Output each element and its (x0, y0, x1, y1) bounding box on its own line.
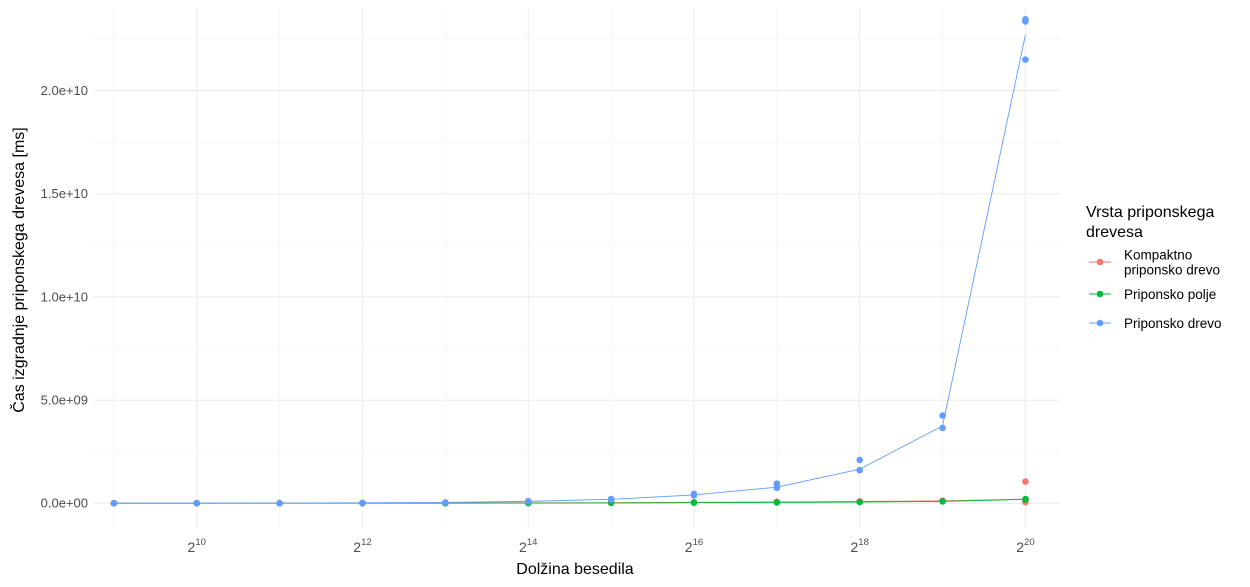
x-tick-label: 216 (685, 537, 703, 555)
series-lines (113, 34, 1026, 504)
data-point-series-2 (856, 466, 864, 474)
x-tick-label: 220 (1016, 537, 1034, 555)
data-point-series-2 (442, 499, 449, 506)
data-point-series-2 (773, 480, 781, 487)
x-tick-label: 210 (188, 537, 206, 555)
y-axis-ticks: 0.0e+00 5.0e+09 1.0e+10 1.5e+10 2.0e+10 (41, 83, 88, 511)
data-point-series-1 (939, 498, 946, 505)
grid (93, 8, 1060, 528)
data-point-series-2 (110, 499, 118, 507)
legend-key-point (1096, 290, 1104, 298)
data-point-series-2 (359, 499, 366, 507)
y-tick-label: 0.0e+00 (41, 496, 88, 511)
data-point-series-2 (1022, 18, 1029, 25)
legend-key-point (1096, 258, 1104, 266)
legend-title-line-1: Vrsta priponskega (1086, 204, 1214, 221)
data-point-series-2 (856, 456, 864, 464)
legend-key-point (1096, 319, 1104, 327)
data-point-series-2 (1022, 56, 1029, 63)
y-axis-title: Čas izgradnje priponskega drevesa [ms] (9, 127, 28, 412)
data-point-series-2 (524, 497, 532, 505)
data-point-series-2 (276, 499, 283, 507)
data-point-series-1 (773, 499, 781, 506)
x-axis-title: Dolžina besedila (516, 561, 634, 578)
legend: Vrsta priponskega drevesa Kompaktnopripo… (1086, 204, 1222, 331)
data-point-series-2 (690, 490, 698, 498)
legend-title-line-2: drevesa (1086, 224, 1143, 241)
y-tick-label: 5.0e+09 (41, 393, 88, 408)
x-tick-label: 212 (353, 537, 371, 555)
data-point-series-2 (939, 424, 946, 432)
data-point-series-1 (690, 499, 698, 507)
y-tick-label: 1.0e+10 (41, 289, 88, 304)
data-point-series-2 (607, 495, 615, 503)
series-points (110, 16, 1029, 507)
legend-label: priponsko drevo (1124, 263, 1220, 278)
data-point-series-1 (856, 498, 864, 506)
y-tick-label: 2.0e+10 (41, 83, 88, 98)
x-tick-label: 214 (519, 537, 537, 555)
legend-label: Priponsko drevo (1124, 316, 1222, 331)
data-point-series-0 (1022, 478, 1029, 485)
data-point-series-2 (939, 412, 946, 419)
data-point-series-1 (1022, 495, 1029, 503)
legend-label: Priponsko polje (1124, 287, 1216, 302)
y-tick-label: 1.5e+10 (41, 186, 88, 201)
data-point-series-2 (193, 499, 201, 507)
legend-label: Kompaktno (1124, 248, 1192, 263)
series-line-2 (113, 34, 1026, 504)
x-axis-ticks: 210 212 214 216 218 220 (188, 537, 1035, 555)
x-tick-label: 218 (851, 537, 869, 555)
